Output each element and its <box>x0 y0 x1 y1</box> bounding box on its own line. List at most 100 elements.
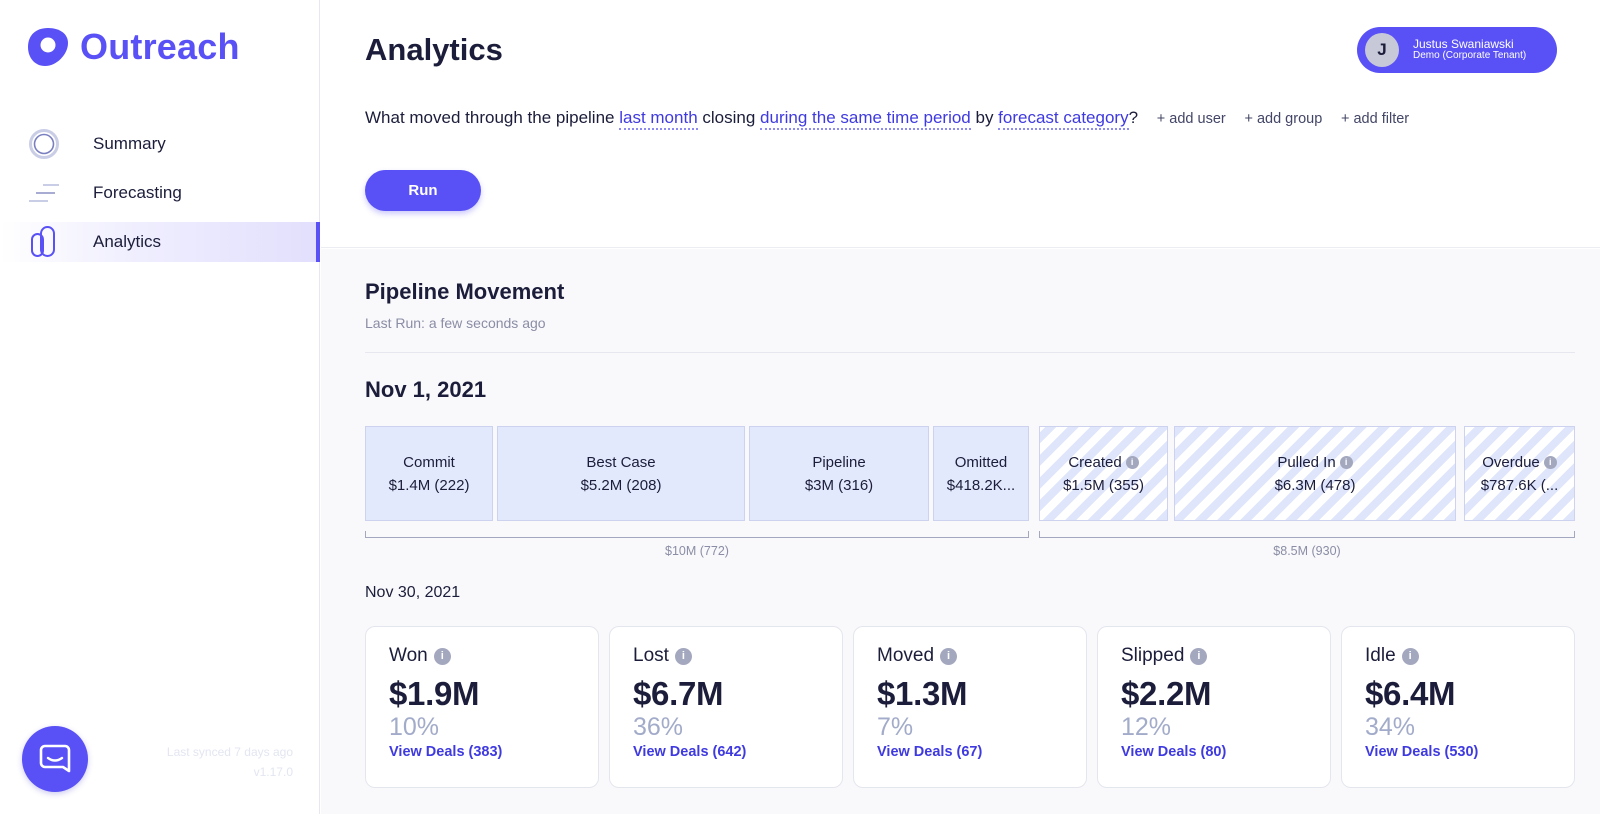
info-icon[interactable]: i <box>1339 455 1353 469</box>
page-title: Analytics <box>365 32 503 67</box>
segment-label: Omitted <box>954 453 1008 471</box>
info-icon[interactable]: i <box>1401 647 1419 665</box>
segment-value: $418.2K... <box>946 476 1016 494</box>
main: Analytics J Justus Swaniawski Demo (Corp… <box>321 0 1600 814</box>
add-filter-button[interactable]: + add filter <box>1341 111 1410 127</box>
card-label: Won <box>389 645 428 666</box>
sidebar-item-forecasting[interactable]: Forecasting <box>0 173 320 213</box>
chat-button[interactable] <box>22 726 88 792</box>
info-icon[interactable]: i <box>433 647 451 665</box>
view-deals-link[interactable]: View Deals (80) <box>1121 744 1227 760</box>
user-name: Justus Swaniawski <box>1413 37 1514 51</box>
existing-pipeline-bracket <box>365 531 1029 538</box>
segment-label: Commit <box>403 453 455 471</box>
outcome-card-slipped: Slipped i $2.2M 12% View Deals (80) <box>1097 626 1331 788</box>
card-value: $1.3M <box>877 675 968 712</box>
view-deals-link[interactable]: View Deals (530) <box>1365 744 1479 760</box>
section-title: Pipeline Movement <box>365 279 565 304</box>
sidebar-item-label: Summary <box>93 134 166 153</box>
segment-created[interactable]: Created i $1.5M (355) <box>1039 426 1168 521</box>
segment-omitted[interactable]: Omitted $418.2K... <box>933 426 1029 521</box>
logo[interactable]: Outreach <box>26 26 240 68</box>
card-value: $6.4M <box>1365 675 1456 712</box>
segment-label-text: Pulled In <box>1277 453 1336 471</box>
card-value: $2.2M <box>1121 675 1212 712</box>
segment-label-text: Created <box>1068 453 1122 471</box>
run-button[interactable]: Run <box>365 170 481 211</box>
new-pipeline-bracket <box>1039 531 1575 538</box>
last-run-text: Last Run: a few seconds ago <box>365 315 546 331</box>
query-text: by <box>970 108 999 127</box>
segment-best-case[interactable]: Best Case $5.2M (208) <box>497 426 745 521</box>
closing-selector[interactable]: during the same time period <box>760 108 971 130</box>
group-by-selector[interactable]: forecast category <box>998 108 1129 130</box>
view-deals-link[interactable]: View Deals (67) <box>877 744 983 760</box>
segment-pipeline[interactable]: Pipeline $3M (316) <box>749 426 929 521</box>
card-percent: 36% <box>633 713 684 741</box>
sidebar: Outreach Summary Forecasting <box>0 0 320 814</box>
card-header: Moved i <box>877 645 1086 667</box>
card-percent: 10% <box>389 713 440 741</box>
info-icon[interactable]: i <box>1190 647 1208 665</box>
existing-pipeline-total: $10M (772) <box>665 544 729 558</box>
period-selector[interactable]: last month <box>619 108 698 130</box>
query-text: ? <box>1128 108 1139 127</box>
card-value: $6.7M <box>633 675 724 712</box>
card-value: $1.9M <box>389 675 480 712</box>
sidebar-item-analytics[interactable]: Analytics <box>0 222 320 262</box>
sidebar-item-label: Analytics <box>93 232 162 251</box>
segment-label: Overdue i <box>1482 451 1557 474</box>
add-user-button[interactable]: + add user <box>1156 111 1226 127</box>
summary-icon <box>26 126 62 162</box>
sidebar-item-summary[interactable]: Summary <box>0 124 320 164</box>
outcome-card-won: Won i $1.9M 10% View Deals (383) <box>365 626 599 788</box>
sidebar-item-label: Forecasting <box>93 183 182 202</box>
divider <box>365 352 1575 353</box>
segment-value: $3M (316) <box>804 476 874 494</box>
outcome-card-lost: Lost i $6.7M 36% View Deals (642) <box>609 626 843 788</box>
view-deals-link[interactable]: View Deals (383) <box>389 744 503 760</box>
start-date: Nov 1, 2021 <box>365 377 487 402</box>
card-header: Lost i <box>633 645 842 667</box>
forecasting-icon <box>26 175 62 211</box>
sidebar-nav: Summary Forecasting Analytics <box>0 124 320 271</box>
segment-label: Pipeline <box>812 453 866 471</box>
card-percent: 34% <box>1365 713 1416 741</box>
card-header: Slipped i <box>1121 645 1330 667</box>
pipeline-movement-panel: Pipeline Movement Last Run: a few second… <box>321 249 1600 814</box>
user-menu-button[interactable]: J Justus Swaniawski Demo (Corporate Tena… <box>1357 27 1557 73</box>
query-text: closing <box>697 108 761 127</box>
card-percent: 7% <box>877 713 914 741</box>
end-date: Nov 30, 2021 <box>365 584 461 601</box>
segment-label: Created i <box>1068 451 1139 474</box>
info-icon[interactable]: i <box>940 647 958 665</box>
segment-label: Pulled In i <box>1277 451 1353 474</box>
last-synced-text: Last synced 7 days ago <box>166 745 293 759</box>
card-percent: 12% <box>1121 713 1172 741</box>
chat-icon <box>39 744 71 773</box>
segment-label-text: Overdue <box>1482 453 1540 471</box>
query-panel: Analytics J Justus Swaniawski Demo (Corp… <box>321 0 1600 248</box>
user-tenant: Demo (Corporate Tenant) <box>1413 50 1527 61</box>
info-icon[interactable]: i <box>674 647 692 665</box>
segment-value: $1.4M (222) <box>388 476 470 494</box>
avatar: J <box>1365 33 1399 67</box>
new-pipeline-total: $8.5M (930) <box>1273 544 1341 558</box>
outcome-card-moved: Moved i $1.3M 7% View Deals (67) <box>853 626 1087 788</box>
view-deals-link[interactable]: View Deals (642) <box>633 744 747 760</box>
card-label: Idle <box>1365 645 1396 666</box>
sync-status: Last synced 7 days ago v1.17.0 <box>167 742 293 782</box>
segment-value: $1.5M (355) <box>1063 476 1144 494</box>
info-icon[interactable]: i <box>1543 455 1557 469</box>
segment-pulled-in[interactable]: Pulled In i $6.3M (478) <box>1174 426 1456 521</box>
query-text: What moved through the pipeline <box>365 108 620 127</box>
add-group-button[interactable]: + add group <box>1244 111 1323 127</box>
info-icon[interactable]: i <box>1125 455 1139 469</box>
outcome-card-idle: Idle i $6.4M 34% View Deals (530) <box>1341 626 1575 788</box>
segment-overdue[interactable]: Overdue i $787.6K (... <box>1464 426 1575 521</box>
segment-commit[interactable]: Commit $1.4M (222) <box>365 426 493 521</box>
card-header: Won i <box>389 645 598 667</box>
version-text: v1.17.0 <box>253 765 293 779</box>
query-sentence: What moved through the pipeline last mon… <box>365 108 1410 130</box>
logo-text: Outreach <box>80 26 240 67</box>
